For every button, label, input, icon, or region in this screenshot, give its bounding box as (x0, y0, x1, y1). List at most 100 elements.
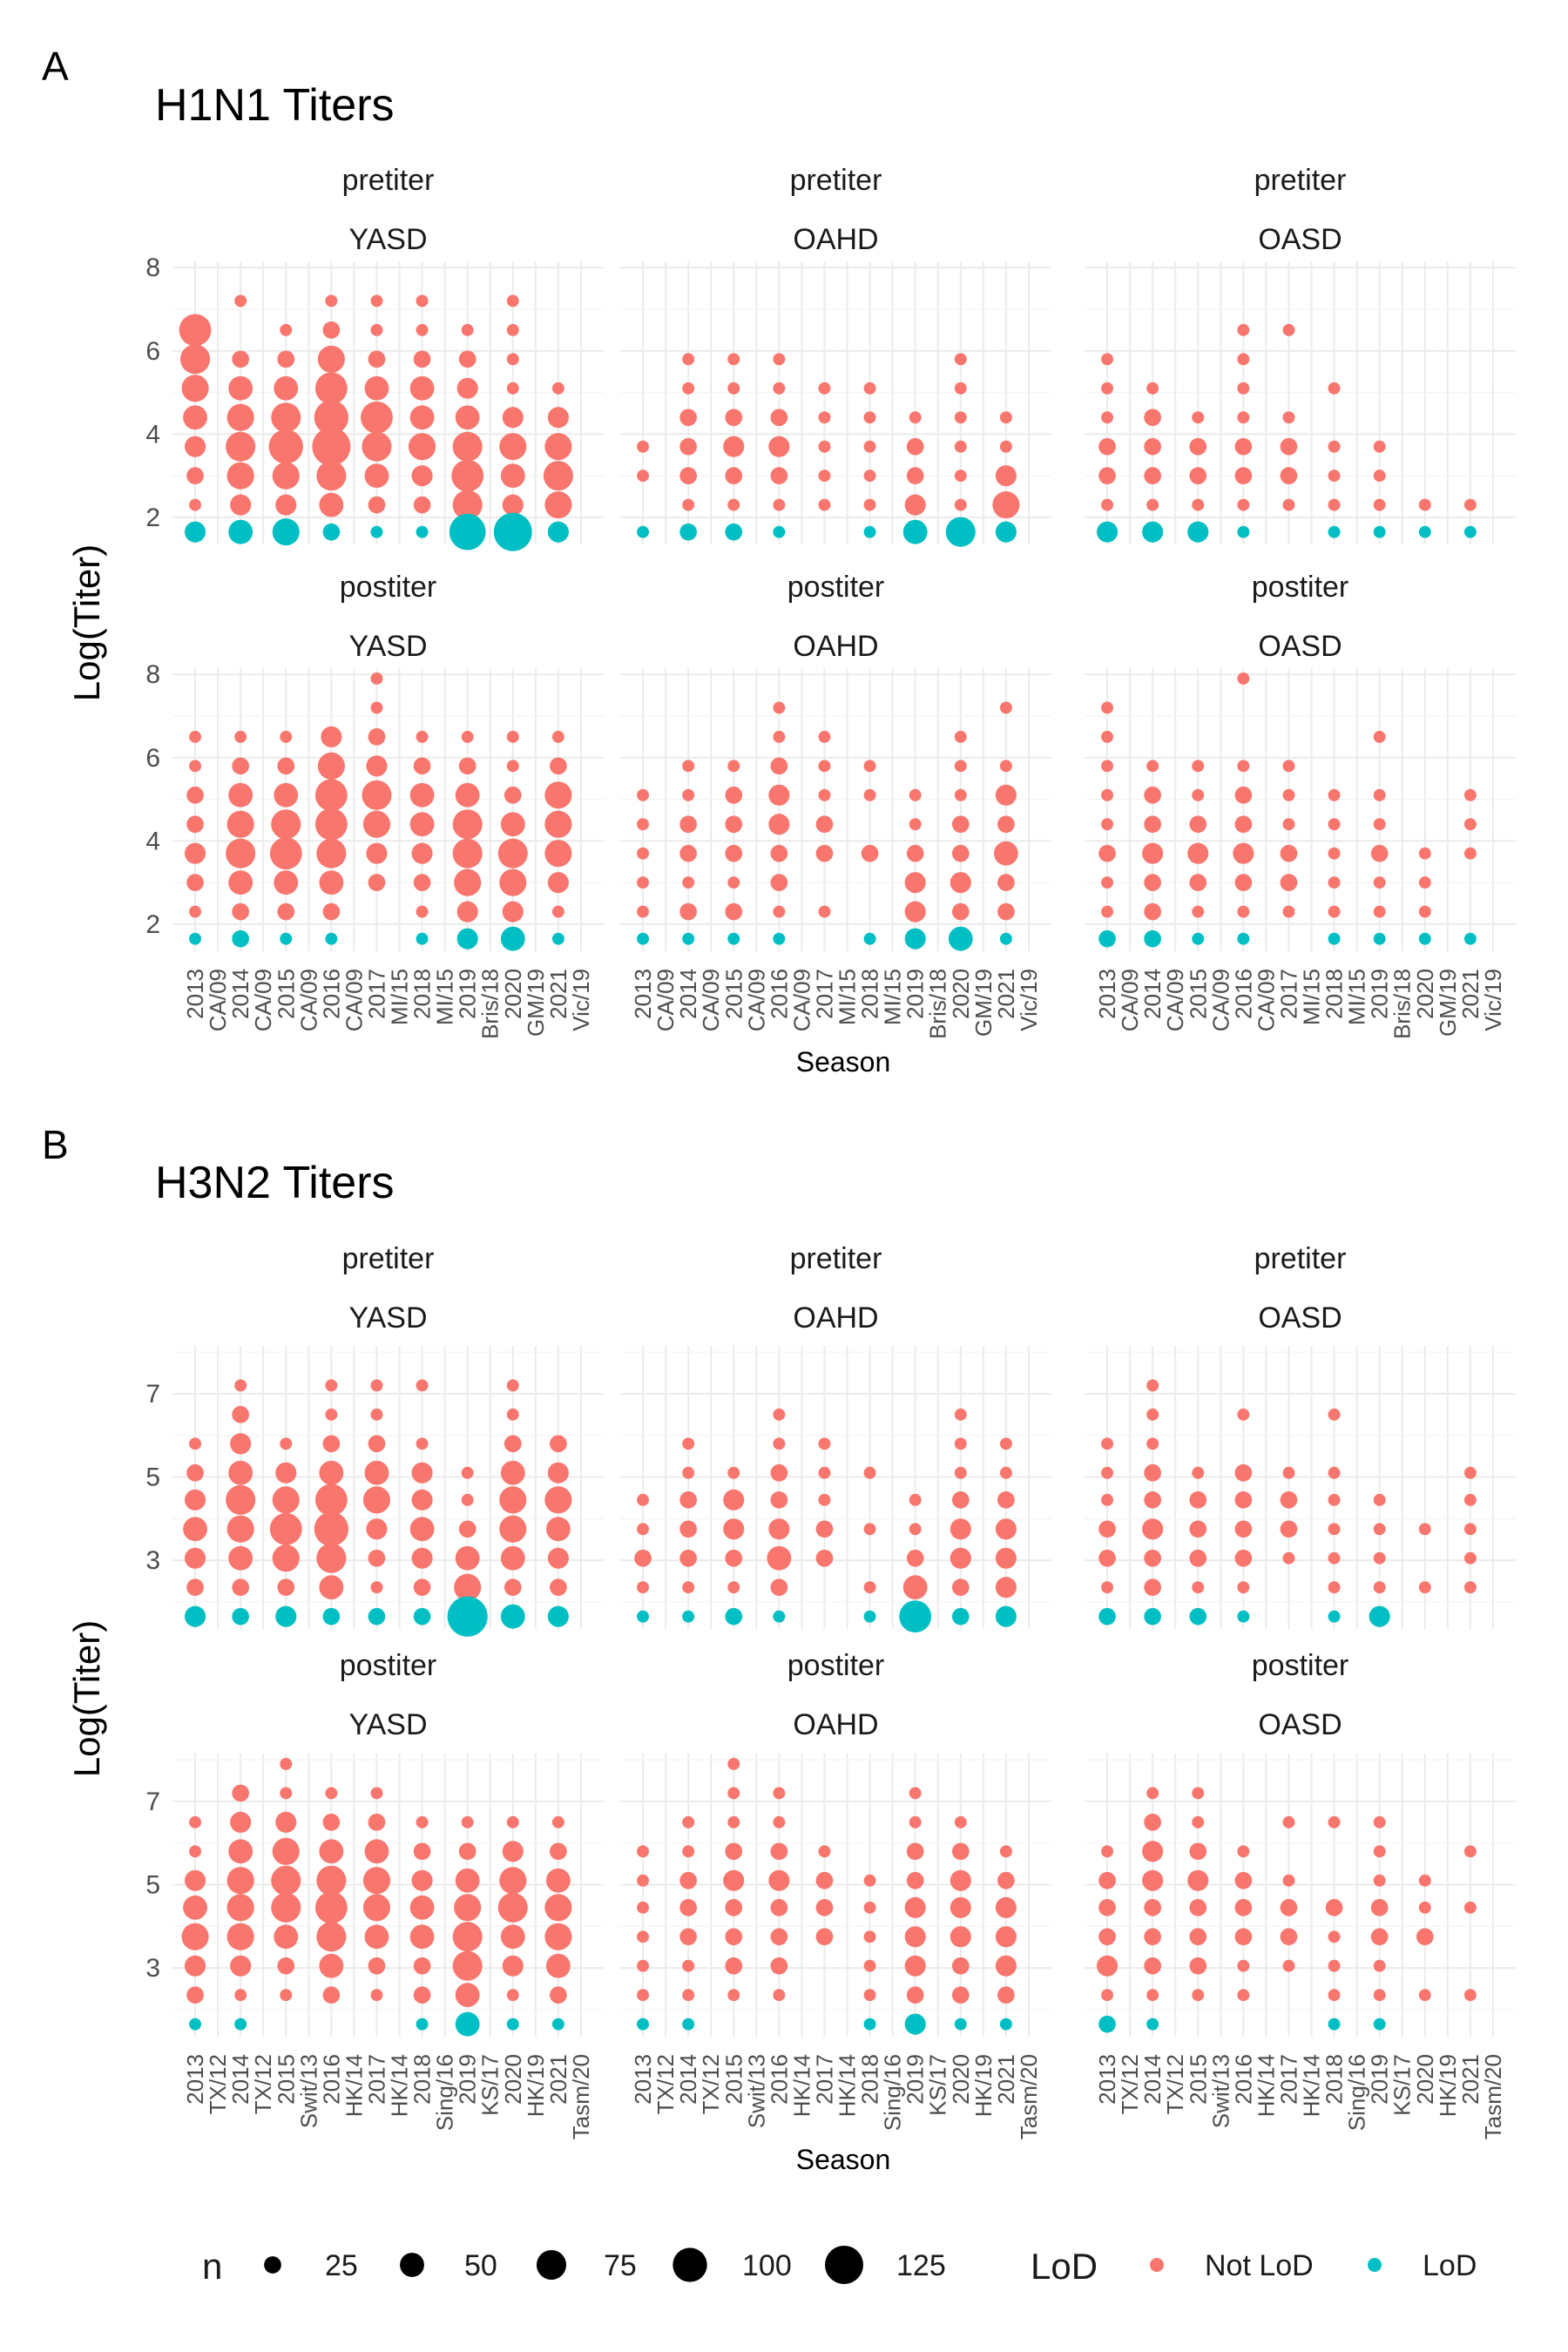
point-not-lod (995, 784, 1017, 806)
point-not-lod (185, 1489, 206, 1511)
point-not-lod (1097, 1955, 1119, 1977)
point-not-lod (319, 1575, 344, 1600)
point-lod (954, 2017, 967, 2031)
x-tick-label: HK/14 (387, 2054, 413, 2117)
point-not-lod (950, 872, 971, 894)
point-not-lod (818, 905, 831, 918)
point-not-lod (818, 1437, 831, 1450)
x-tick-label: Sing/16 (880, 2054, 906, 2131)
point-not-lod (1098, 844, 1116, 862)
x-tick-label: TX/12 (1117, 2054, 1143, 2114)
point-not-lod (189, 1437, 202, 1450)
point-not-lod (1101, 818, 1114, 831)
y-tick-label: 2 (145, 504, 160, 532)
point-not-lod (906, 844, 924, 862)
point-lod (682, 932, 695, 945)
legend-size-key (400, 2253, 424, 2277)
point-not-lod (818, 470, 831, 483)
x-tick-label: HK/14 (1253, 2054, 1279, 2117)
point-not-lod (452, 490, 483, 520)
point-not-lod (1328, 382, 1341, 395)
point-not-lod (727, 1757, 740, 1770)
point-not-lod (1142, 1841, 1164, 1862)
point-not-lod (951, 1957, 970, 1975)
point-not-lod (1101, 1437, 1114, 1450)
x-tick-label: 2015 (273, 969, 299, 1019)
point-not-lod (909, 1523, 922, 1536)
point-not-lod (637, 470, 650, 483)
point-not-lod (234, 1989, 247, 2002)
point-lod (1418, 525, 1431, 538)
points (637, 1757, 1017, 2035)
point-not-lod (416, 905, 429, 918)
point-not-lod (458, 350, 476, 368)
point-not-lod (185, 1869, 206, 1891)
point-not-lod (818, 440, 831, 453)
point-lod (899, 1600, 932, 1633)
point-not-lod (226, 1923, 254, 1950)
point-not-lod (362, 1867, 391, 1895)
point-not-lod (997, 1871, 1015, 1889)
point-not-lod (1237, 1408, 1250, 1421)
point-not-lod (277, 1578, 295, 1597)
point-not-lod (277, 1957, 295, 1975)
point-not-lod (1146, 1989, 1159, 2002)
x-tick-label: 2013 (630, 2054, 656, 2105)
point-not-lod (228, 870, 253, 896)
point-not-lod (226, 1867, 254, 1895)
point-not-lod (1144, 1549, 1161, 1567)
point-not-lod (999, 1437, 1012, 1450)
point-not-lod (409, 782, 435, 808)
point-not-lod (863, 1901, 876, 1914)
point-not-lod (185, 1547, 206, 1569)
strip-label-titer: pretiter (1254, 164, 1347, 197)
point-not-lod (280, 730, 293, 743)
point-not-lod (1192, 1581, 1205, 1594)
x-tick-label: Swit/13 (295, 2054, 321, 2128)
x-tick-label: TX/12 (205, 2054, 231, 2114)
point-not-lod (770, 1490, 788, 1509)
point-not-lod (1282, 905, 1295, 918)
point-not-lod (271, 809, 301, 840)
x-tick-label: 2016 (318, 969, 344, 1019)
y-axis-label: Log(Titer) (66, 544, 107, 702)
point-not-lod (725, 1549, 743, 1567)
point-not-lod (1373, 730, 1386, 743)
point-not-lod (1192, 1815, 1205, 1828)
point-not-lod (226, 1515, 254, 1543)
point-not-lod (180, 344, 211, 375)
point-not-lod (413, 1842, 431, 1861)
chart-title: H1N1 Titers (155, 80, 395, 131)
point-not-lod (637, 1901, 650, 1914)
point-not-lod (502, 494, 524, 516)
y-tick-label: 4 (145, 827, 160, 855)
point-not-lod (1237, 760, 1250, 773)
panel-tag: B (42, 1122, 69, 1167)
point-not-lod (455, 405, 480, 430)
y-tick-label: 8 (145, 660, 160, 689)
points (179, 294, 573, 551)
point-not-lod (1101, 411, 1114, 424)
x-tick-label: MI/15 (835, 969, 861, 1025)
x-tick-label: Swit/13 (1207, 2054, 1233, 2128)
point-lod (682, 2017, 695, 2031)
x-tick-label: 2021 (545, 969, 571, 1019)
point-lod (1098, 929, 1116, 948)
point-lod (1463, 932, 1477, 945)
point-not-lod (1373, 818, 1386, 831)
point-not-lod (499, 868, 527, 896)
point-not-lod (1144, 815, 1161, 834)
point-not-lod (818, 760, 831, 773)
point-lod (637, 932, 650, 945)
point-not-lod (727, 1466, 740, 1479)
point-not-lod (725, 786, 743, 804)
point-not-lod (863, 498, 876, 511)
x-tick-label: CA/09 (205, 969, 231, 1031)
x-tick-label: 2019 (1367, 2054, 1393, 2105)
point-not-lod (997, 902, 1015, 921)
point-not-lod (950, 1896, 971, 1918)
point-not-lod (1328, 1551, 1341, 1565)
x-tick-label: GM/19 (523, 969, 549, 1037)
point-not-lod (951, 844, 970, 862)
point-not-lod (547, 872, 569, 894)
